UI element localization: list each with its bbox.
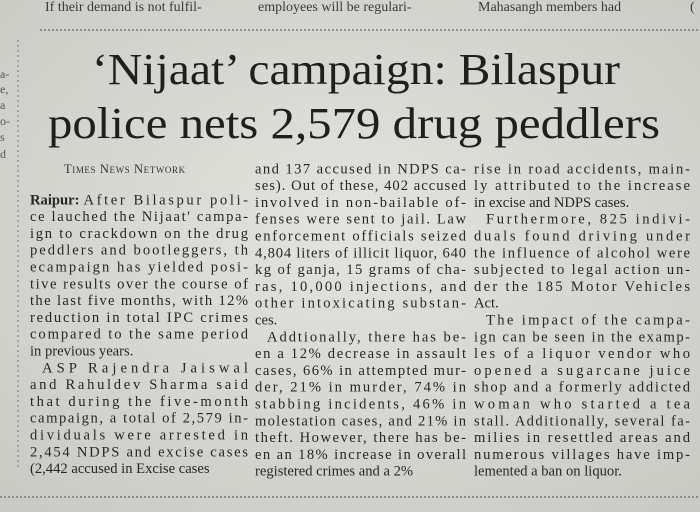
article-line: ecampaign has yielded posi- — [30, 260, 248, 276]
article-line: that during the five-month — [30, 394, 249, 410]
article-line: duals found driving under — [474, 229, 690, 245]
article-line: ign can be seen in the examp- — [474, 329, 690, 345]
article-line: ses). Out of these, 402 accused — [255, 178, 467, 194]
article-line: shop and a formerly addicted — [474, 380, 691, 396]
article-line: and 137 accused in NDPS ca- — [255, 161, 466, 177]
article-line: stall. Additionally, several fa- — [474, 413, 690, 429]
article-line: registered crimes and a 2% — [255, 464, 413, 480]
article-line: (2,442 accused in Excise cases — [30, 461, 210, 477]
article-line: les of a liquor vendor who — [474, 346, 690, 362]
headline: ‘Nijaat’ campaign: Bilaspur — [92, 45, 620, 94]
article-line: ras, 10,000 injections, and — [255, 279, 467, 295]
article-line: ce lauched the Nijaat' campa- — [30, 209, 248, 225]
article-line: kg of ganja, 15 grams of cha- — [255, 262, 466, 278]
top-strip-text: ( — [690, 0, 695, 15]
margin-fragment: a — [0, 98, 6, 112]
margin-fragment: d — [0, 147, 6, 161]
article-line: other intoxicating substan- — [255, 296, 466, 312]
article-line: opened a sugarcane juice — [474, 363, 690, 379]
article-line: milies in resettled areas and — [474, 430, 691, 446]
article-line: ign to crackdown on the drug — [30, 226, 249, 242]
article-line: dividuals were arrested in — [30, 428, 249, 444]
article-line: cases, 66% in attempted mur- — [255, 363, 466, 379]
article-line: ces. — [255, 313, 277, 329]
byline: Times News Network — [64, 162, 186, 176]
article-line: en an 18% increase in overall — [255, 447, 466, 463]
article-line: peddlers and bootleggers, th — [30, 243, 249, 259]
article-line: ASP Rajendra Jaiswal — [42, 360, 248, 376]
article-line: lemented a ban on liquor. — [474, 464, 622, 480]
article-line: The impact of the campa- — [486, 313, 690, 329]
article-line: numerous villages have imp- — [474, 447, 690, 463]
article-line: reduction in total IPC crimes — [30, 310, 248, 326]
article-line: stabbing incidents, 46% in — [255, 397, 467, 413]
article-line: der the 185 Motor Vehicles — [474, 279, 690, 295]
top-strip-text: Mahasangh members had — [478, 0, 621, 15]
article-line: molestation cases, and 21% in — [255, 413, 467, 429]
dateline: Raipur: — [30, 192, 79, 208]
article-line: and Rahuldev Sharma said — [30, 377, 249, 393]
article-line: involved in non-bailable of- — [255, 195, 466, 211]
article-line: theft. However, there has be- — [255, 430, 466, 446]
article-line: Act. — [474, 296, 499, 312]
article-line: the last five months, with 12% — [30, 293, 248, 309]
article-line: en a 12% decrease in assault — [255, 346, 466, 362]
article-line: tive results over the course of — [30, 276, 248, 292]
margin-fragment: e, — [0, 82, 8, 96]
article-line: 2,454 NDPS and excise cases — [30, 444, 248, 460]
top-strip-text: If their demand is not fulfil- — [45, 0, 202, 15]
margin-fragment: a- — [0, 67, 9, 81]
article-line: campaign, a total of 2,579 in- — [30, 411, 248, 427]
article-line: fenses were sent to jail. Law — [255, 212, 466, 228]
top-strip-text: employees will be regulari- — [258, 0, 412, 15]
margin-fragment: s — [0, 130, 5, 144]
article-line: the influence of alcohol were — [474, 245, 690, 261]
margin-fragment: o- — [0, 114, 10, 128]
headline: police nets 2,579 drug peddlers — [48, 99, 660, 148]
article-line: enforcement officials seized — [255, 229, 467, 245]
article-line: compared to the same period — [30, 327, 249, 343]
article-line: 4,804 liters of illicit liquor, 640 — [255, 245, 466, 261]
article-line: der, 21% in murder, 74% in — [255, 380, 467, 396]
article-line: in excise and NDPS cases. — [474, 195, 629, 211]
article-line: subjected to legal action un- — [474, 262, 690, 278]
article-line: in previous years. — [30, 344, 133, 360]
article-line: woman who started a tea — [474, 397, 691, 413]
